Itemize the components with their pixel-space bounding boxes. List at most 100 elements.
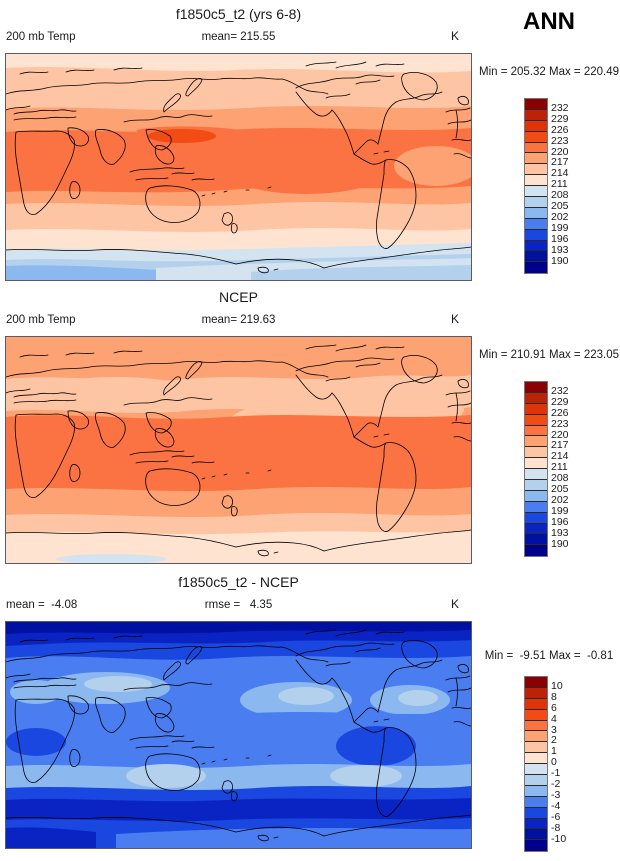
colorbar-band bbox=[525, 753, 547, 765]
colorbar-band bbox=[525, 796, 547, 808]
colorbar-tick-label: 217 bbox=[551, 156, 569, 169]
colorbar-tick-label: 193 bbox=[551, 243, 569, 256]
colorbar-tick-label: 10 bbox=[551, 679, 563, 692]
colorbar-band bbox=[525, 109, 547, 121]
colorbar-tick-label: -3 bbox=[551, 788, 561, 801]
colorbar-band bbox=[525, 207, 547, 219]
colorbar-tick-label: 232 bbox=[551, 384, 569, 397]
colorbar-tick-label: 208 bbox=[551, 472, 569, 485]
colorbar-tick-label: 8 bbox=[551, 690, 557, 703]
panel-model-minmax: Min = 205.32 Max = 220.49 bbox=[478, 66, 619, 78]
colorbar-tick-label: 196 bbox=[551, 515, 569, 528]
colorbar-band bbox=[525, 164, 547, 176]
colorbar-tick-label: 205 bbox=[551, 200, 569, 212]
colorbar-band bbox=[525, 807, 547, 819]
colorbar-band bbox=[525, 218, 547, 230]
colorbar-band bbox=[525, 120, 547, 132]
colorbar-band bbox=[525, 775, 547, 786]
colorbar-tick-label: 193 bbox=[551, 526, 569, 539]
colorbar-tick-label: 199 bbox=[551, 504, 569, 517]
colorbar-band bbox=[525, 480, 547, 491]
colorbar-tick-label: 214 bbox=[551, 450, 569, 463]
colorbar-band bbox=[525, 534, 547, 546]
colorbar-band bbox=[525, 175, 547, 187]
colorbar-tick-label: -1 bbox=[551, 767, 561, 780]
colorbar-tick-label: -10 bbox=[551, 832, 567, 845]
colorbar-band bbox=[525, 523, 547, 535]
colorbar-tick-label: 202 bbox=[551, 493, 569, 506]
map-obs[interactable] bbox=[5, 336, 472, 564]
colorbar-band bbox=[525, 425, 547, 437]
colorbar-model bbox=[524, 98, 548, 275]
colorbar-band bbox=[525, 709, 547, 721]
colorbar-tick-label: 226 bbox=[551, 123, 569, 136]
colorbar-tick-label: 6 bbox=[551, 701, 557, 714]
colorbar-tick-label: 2 bbox=[551, 734, 557, 747]
colorbar-band bbox=[525, 840, 547, 852]
colorbar-band bbox=[525, 687, 547, 699]
colorbar-tick-label: 205 bbox=[551, 483, 569, 495]
colorbar-tick-label: 1 bbox=[551, 745, 557, 758]
colorbar-band bbox=[525, 469, 547, 481]
map-difference-svg bbox=[6, 622, 471, 848]
colorbar-band bbox=[525, 382, 547, 393]
colorbar-tick-label: 4 bbox=[551, 712, 557, 725]
colorbar-tick-label: 190 bbox=[551, 254, 569, 267]
colorbar-band bbox=[525, 186, 547, 198]
colorbar-tick-label: 202 bbox=[551, 210, 569, 223]
colorbar-tick-label: 0 bbox=[551, 756, 557, 769]
colorbar-band bbox=[525, 545, 547, 557]
colorbar-tick-label: 229 bbox=[551, 395, 569, 408]
panel-obs-minmax: Min = 210.91 Max = 223.05 bbox=[478, 349, 619, 361]
colorbar-band bbox=[525, 720, 547, 732]
map-obs-svg bbox=[6, 337, 471, 563]
colorbar-band bbox=[525, 251, 547, 263]
panel-difference-rmse-label: rmse = 4.35 bbox=[204, 599, 273, 611]
map-difference[interactable] bbox=[5, 621, 472, 849]
panel-obs-title: NCEP bbox=[219, 289, 258, 305]
colorbar-tick-label: 199 bbox=[551, 221, 569, 234]
panel-obs-units-label: K bbox=[450, 312, 459, 326]
colorbar-band bbox=[525, 501, 547, 513]
panel-obs-variable-label: 200 mb Temp bbox=[6, 314, 76, 326]
colorbar-band bbox=[525, 99, 547, 110]
colorbar-band bbox=[525, 142, 547, 154]
colorbar-tick-label: 214 bbox=[551, 167, 569, 180]
colorbar-band bbox=[525, 829, 547, 841]
panel-model-stat-label: mean= 215.55 bbox=[201, 31, 276, 43]
colorbar-tick-label: -8 bbox=[551, 821, 561, 834]
colorbar-band bbox=[525, 458, 547, 470]
colorbar-band bbox=[525, 698, 547, 710]
colorbar-tick-label: -6 bbox=[551, 810, 561, 823]
colorbar-tick-label: 220 bbox=[551, 145, 569, 158]
panel-difference-title: f1850c5_t2 - NCEP bbox=[178, 574, 299, 590]
colorbar-band bbox=[525, 512, 547, 524]
map-model[interactable] bbox=[5, 53, 472, 281]
colorbar-tick-label: 220 bbox=[551, 428, 569, 441]
colorbar-tick-label: 211 bbox=[551, 178, 568, 191]
colorbar-tick-label: 232 bbox=[551, 101, 569, 114]
colorbar-band bbox=[525, 677, 547, 688]
colorbar-band bbox=[525, 229, 547, 241]
colorbar-band bbox=[525, 240, 547, 252]
colorbar-tick-label: 226 bbox=[551, 406, 569, 419]
colorbar-band bbox=[525, 403, 547, 415]
colorbar-tick-label: -2 bbox=[551, 778, 561, 790]
colorbar-tick-label: 211 bbox=[551, 461, 568, 474]
colorbar-band bbox=[525, 153, 547, 165]
colorbar-band bbox=[525, 131, 547, 143]
panel-difference-units-label: K bbox=[450, 597, 459, 611]
colorbar-tick-label: 190 bbox=[551, 537, 569, 550]
colorbar-band bbox=[525, 785, 547, 797]
colorbar-band bbox=[525, 262, 547, 274]
panel-difference-minmax: Min = -9.51 Max = -0.81 bbox=[484, 650, 614, 662]
colorbar-tick-label: 3 bbox=[551, 723, 557, 736]
colorbar-tick-label: 196 bbox=[551, 232, 569, 245]
colorbar-band bbox=[525, 197, 547, 208]
colorbar-band bbox=[525, 764, 547, 776]
colorbar-band bbox=[525, 436, 547, 448]
season-title: ANN bbox=[523, 8, 575, 35]
colorbar-obs bbox=[524, 381, 548, 558]
colorbar-band bbox=[525, 447, 547, 459]
colorbar-band bbox=[525, 414, 547, 426]
